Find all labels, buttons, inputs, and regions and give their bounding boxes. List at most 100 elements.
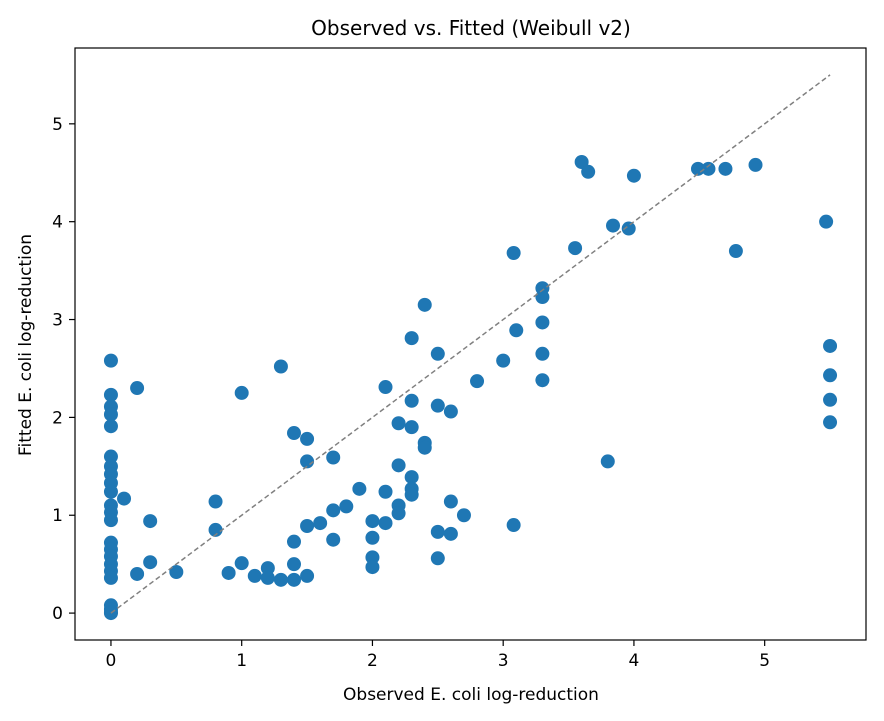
data-point [260, 570, 275, 585]
data-point [103, 419, 118, 434]
data-point [404, 420, 419, 435]
data-point [286, 572, 301, 587]
data-point [430, 346, 445, 361]
data-point [103, 484, 118, 499]
data-point [208, 494, 223, 509]
data-point [300, 454, 315, 469]
data-point [823, 368, 838, 383]
data-point [535, 315, 550, 330]
data-point [378, 484, 393, 499]
data-point [606, 218, 621, 233]
data-point [103, 513, 118, 528]
data-point [690, 161, 705, 176]
data-point [365, 514, 380, 529]
data-point [208, 522, 223, 537]
data-point [443, 404, 458, 419]
data-point [300, 568, 315, 583]
data-point [326, 532, 341, 547]
data-point [130, 566, 145, 581]
data-point [404, 487, 419, 502]
data-point [443, 526, 458, 541]
data-point [535, 346, 550, 361]
data-point [535, 373, 550, 388]
x-tick-label: 3 [498, 651, 509, 671]
data-point [365, 530, 380, 545]
data-point [300, 519, 315, 534]
x-tick-label: 0 [106, 651, 117, 671]
data-point [417, 440, 432, 455]
x-tick-label: 4 [629, 651, 640, 671]
y-tick-label: 1 [52, 506, 63, 526]
y-tick-label: 0 [52, 604, 63, 624]
data-point [701, 161, 716, 176]
data-point [273, 359, 288, 374]
data-point [430, 551, 445, 566]
y-tick-label: 4 [52, 213, 63, 233]
data-point [313, 516, 328, 531]
data-point [286, 426, 301, 441]
x-axis: 0 1 2 3 4 5 [106, 640, 770, 671]
data-point [819, 214, 834, 229]
data-point [365, 560, 380, 575]
data-point [326, 503, 341, 518]
data-point [748, 157, 763, 172]
data-point [391, 416, 406, 431]
data-point [103, 449, 118, 464]
data-point [103, 407, 118, 422]
data-point [509, 323, 524, 338]
data-point [103, 387, 118, 402]
y-tick-label: 3 [52, 311, 63, 331]
plot-frame [74, 47, 867, 641]
points-layer [103, 154, 838, 621]
data-point [568, 241, 583, 256]
chart-title: Observed vs. Fitted (Weibull v2) [311, 16, 631, 40]
data-point [143, 514, 158, 529]
data-point [718, 161, 733, 176]
data-point [339, 499, 354, 514]
data-point [404, 331, 419, 346]
data-point [456, 508, 471, 523]
data-point [823, 415, 838, 430]
x-axis-label: Observed E. coli log-reduction [343, 685, 599, 705]
data-point [234, 385, 249, 400]
data-point [728, 244, 743, 259]
data-point [823, 338, 838, 353]
data-point [443, 494, 458, 509]
data-point [600, 454, 615, 469]
data-point [417, 297, 432, 312]
data-point [430, 524, 445, 539]
data-point [352, 481, 367, 496]
data-point [626, 168, 641, 183]
data-point [378, 380, 393, 395]
data-point [260, 561, 275, 576]
data-point [143, 555, 158, 570]
data-point [247, 568, 262, 583]
data-point [621, 221, 636, 236]
data-point [823, 392, 838, 407]
data-point [103, 570, 118, 585]
x-tick-label: 5 [759, 651, 770, 671]
data-point [300, 431, 315, 446]
reference-line [110, 74, 831, 614]
data-point [404, 470, 419, 485]
y-axis-label: Fitted E. coli log-reduction [16, 234, 36, 456]
data-point [286, 557, 301, 572]
data-point [326, 450, 341, 465]
data-point [535, 290, 550, 305]
data-point [286, 534, 301, 549]
data-point [506, 518, 521, 533]
data-point [581, 164, 596, 179]
data-point [130, 381, 145, 396]
data-point [391, 506, 406, 521]
data-point [506, 245, 521, 260]
data-point [117, 491, 132, 506]
data-point [404, 393, 419, 408]
data-point [169, 564, 184, 579]
data-point [103, 353, 118, 368]
data-point [430, 398, 445, 413]
data-point [378, 516, 393, 531]
y-axis: 0 1 2 3 4 5 [52, 115, 75, 624]
y-tick-label: 5 [52, 115, 63, 135]
